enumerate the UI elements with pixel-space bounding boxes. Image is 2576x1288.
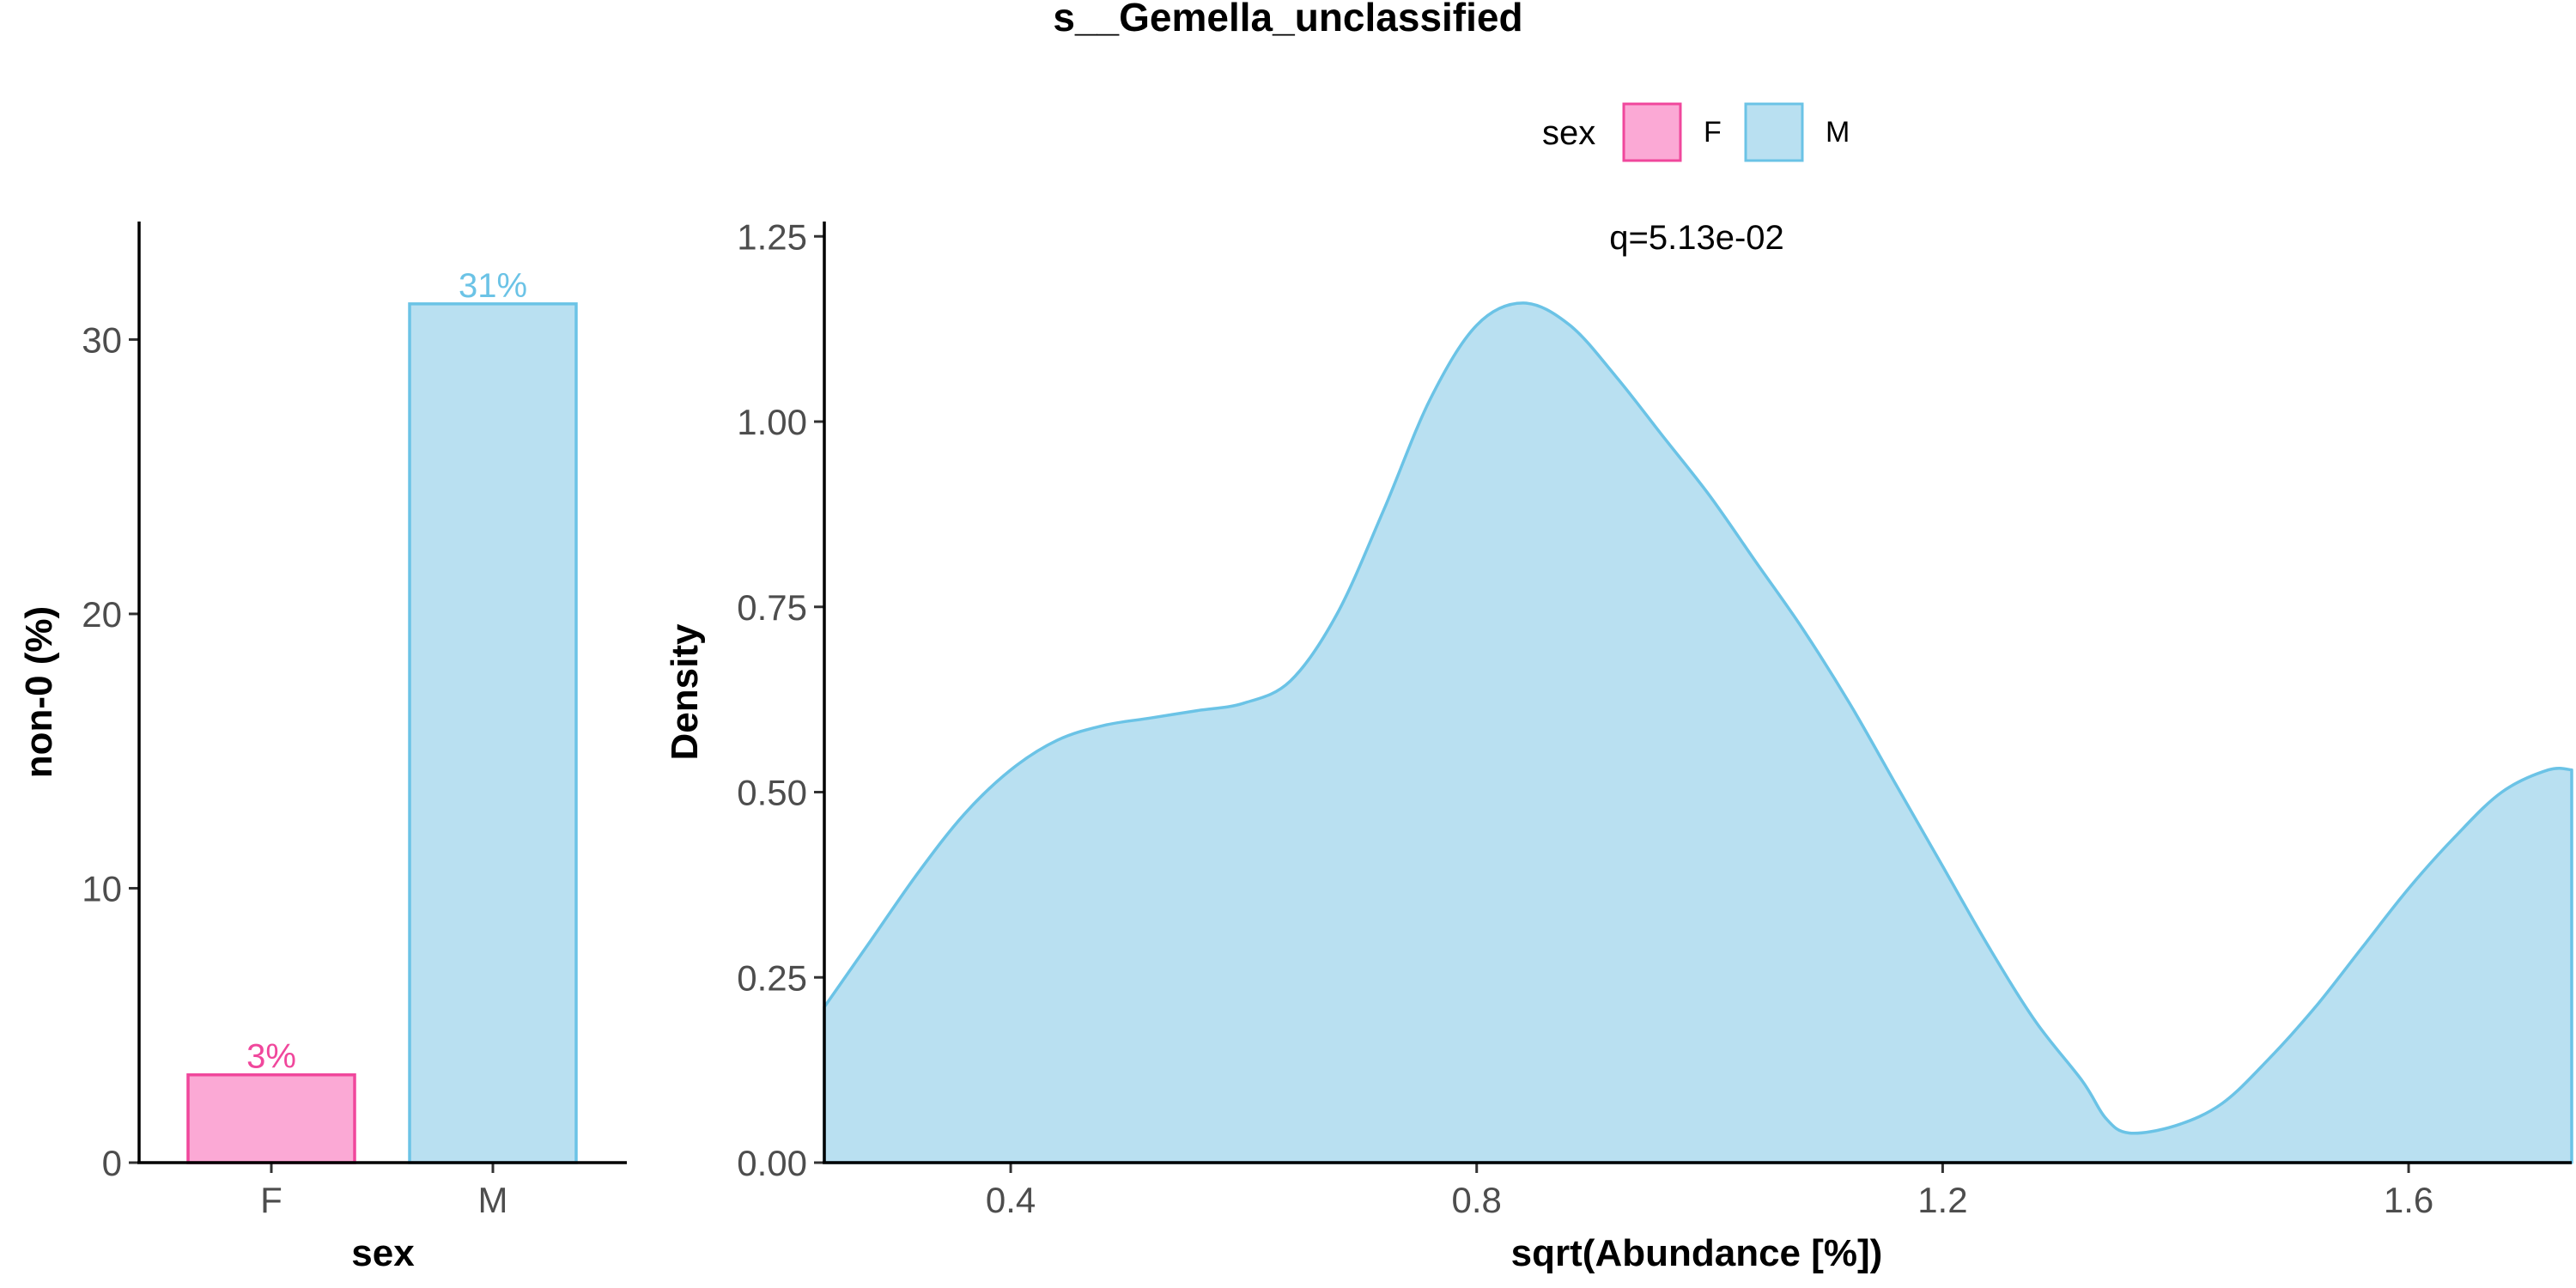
density-y-tick-label: 0.50 xyxy=(737,773,807,813)
density-y-tick-label: 0.25 xyxy=(737,957,807,998)
bar-y-tick-label: 10 xyxy=(82,868,122,908)
legend-label-f: F xyxy=(1704,116,1722,149)
density-y-tick-label: 0.00 xyxy=(737,1143,807,1183)
bar-x-tick-label: M xyxy=(478,1180,508,1220)
bar-y-tick-label: 0 xyxy=(102,1143,122,1183)
density-x-tick-label: 1.2 xyxy=(1917,1180,1967,1220)
density-x-tick-label: 0.4 xyxy=(986,1180,1036,1220)
bar-y-axis-title: non-0 (%) xyxy=(18,606,60,778)
density-y-axis-title: Density xyxy=(664,623,706,760)
bar-y-tick-label: 30 xyxy=(82,319,122,360)
legend-swatch-m xyxy=(1744,102,1804,162)
bar-y-tick-label: 20 xyxy=(82,594,122,635)
legend: sex F M xyxy=(1542,102,1850,162)
density-y-tick-label: 1.00 xyxy=(737,402,807,442)
density-x-axis-title: sqrt(Abundance [%]) xyxy=(1511,1232,1883,1274)
bar-m xyxy=(408,302,578,1164)
density-chart-panel: 0.00 0.25 0.50 0.75 1.00 1.25 0.4 0.8 1.2 1.6 q=… xyxy=(664,216,2573,1274)
chart-title: s__Gemella_unclassified xyxy=(1053,0,1522,39)
density-x-tick-label: 0.8 xyxy=(1452,1180,1502,1220)
legend-swatch-f xyxy=(1622,102,1682,162)
bar-x-axis-title: sex xyxy=(351,1232,415,1274)
density-x-axis-ticks: 0.4 0.8 1.2 1.6 xyxy=(986,1163,2433,1220)
bar-marks: 3% 31% xyxy=(186,267,578,1164)
q-value-annotation: q=5.13e-02 xyxy=(1609,219,1784,257)
bar-label-f: 3% xyxy=(246,1038,296,1076)
bar-label-m: 31% xyxy=(459,267,527,305)
density-area-m xyxy=(823,301,2573,1164)
density-y-tick-label: 1.25 xyxy=(737,216,807,257)
density-y-tick-label: 0.75 xyxy=(737,587,807,628)
bar-y-axis-ticks: 0 10 20 30 xyxy=(82,319,139,1183)
legend-title: sex xyxy=(1542,114,1595,152)
density-x-tick-label: 1.6 xyxy=(2384,1180,2433,1220)
bar-x-tick-label: F xyxy=(260,1180,283,1220)
legend-label-m: M xyxy=(1826,116,1850,149)
bar-f xyxy=(186,1072,356,1164)
density-y-axis-ticks: 0.00 0.25 0.50 0.75 1.00 1.25 xyxy=(737,216,824,1183)
